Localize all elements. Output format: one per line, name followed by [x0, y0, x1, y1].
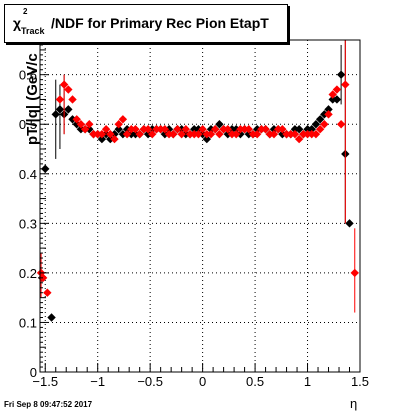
data-point — [148, 129, 157, 139]
footer-timestamp: Fri Sep 8 09:47:52 2017 — [4, 400, 93, 409]
data-point — [332, 85, 342, 94]
data-point — [114, 120, 123, 129]
data-point — [181, 124, 191, 134]
data-point — [114, 124, 123, 134]
data-point — [328, 90, 337, 99]
data-point — [294, 124, 304, 134]
data-point — [41, 164, 50, 174]
data-point — [231, 129, 241, 139]
data-point — [160, 124, 170, 134]
data-point — [106, 129, 115, 139]
data-point — [307, 124, 316, 134]
x-tick-label: −1 — [90, 374, 105, 389]
data-point — [118, 115, 128, 124]
data-point — [341, 80, 350, 89]
data-point — [51, 110, 60, 119]
data-point — [311, 129, 321, 139]
data-point — [64, 85, 73, 94]
data-point — [345, 219, 354, 228]
data-point — [336, 70, 346, 79]
data-point — [110, 134, 119, 144]
data-point — [350, 268, 359, 278]
data-point — [169, 129, 178, 139]
data-point — [64, 105, 73, 114]
data-point — [206, 129, 216, 139]
x-tick-label: 1 — [304, 374, 311, 389]
data-point — [269, 129, 279, 139]
grid-lines — [40, 40, 360, 372]
y-tick-label: 0.6 — [19, 68, 37, 83]
x-tick-label: 0.5 — [246, 374, 264, 389]
data-point — [311, 120, 321, 129]
data-point — [324, 110, 333, 119]
data-point — [131, 124, 140, 134]
data-point — [85, 120, 94, 129]
data-point — [59, 80, 69, 89]
y-tick-label: 0.3 — [19, 216, 37, 231]
data-point — [332, 95, 342, 104]
data-point — [80, 124, 90, 134]
data-point — [223, 124, 233, 134]
tick-labels: −1.5 −1 −0.5 0 0.5 1 1.5 0 0.1 0.2 0.3 0.4 0.5 0.6 — [19, 68, 369, 389]
data-point — [252, 129, 262, 139]
y-tick-label: 0.5 — [19, 117, 37, 132]
data-point — [324, 105, 333, 114]
y-tick-label: 0.2 — [19, 266, 37, 281]
data-point — [198, 124, 207, 134]
y-axis-label: pT/|q| (GeV/c — [24, 53, 41, 145]
data-point — [76, 120, 86, 129]
data-point — [55, 105, 65, 114]
x-tick-label: −0.5 — [137, 374, 163, 389]
x-tick-label: 1.5 — [351, 374, 369, 389]
data-point — [97, 134, 107, 144]
data-point — [177, 129, 186, 139]
data-point — [315, 115, 325, 124]
data-point — [315, 124, 325, 134]
y-tick-label: 0.4 — [19, 167, 37, 182]
x-tick-label: −1.5 — [32, 374, 58, 389]
title-subscript: Track — [21, 26, 45, 36]
data-point — [43, 288, 52, 297]
data-point — [202, 134, 212, 144]
data-point — [173, 124, 182, 134]
data-point — [215, 129, 224, 139]
data-point — [68, 95, 77, 104]
data-points — [36, 40, 359, 322]
data-point — [72, 115, 81, 124]
chart-title: χ 2 Track /NDF for Primary Rec Pion Etap… — [4, 4, 288, 43]
title-text: /NDF for Primary Rec Pion EtapT — [51, 15, 269, 31]
data-point — [244, 124, 253, 134]
data-point — [38, 273, 48, 283]
data-point — [215, 120, 224, 129]
y-tick-label: 0.1 — [19, 315, 37, 330]
data-point — [194, 129, 203, 139]
x-axis-label: η — [350, 396, 358, 411]
axis-ticks — [40, 39, 361, 373]
data-point — [278, 124, 287, 134]
data-point — [97, 129, 107, 139]
data-point — [211, 124, 220, 134]
data-point — [320, 120, 329, 129]
data-point — [290, 129, 300, 139]
title-chi-symbol: χ — [13, 15, 22, 31]
title-superscript: 2 — [23, 7, 28, 16]
data-point — [47, 313, 56, 322]
data-point — [135, 129, 144, 139]
data-point — [261, 124, 270, 134]
x-tick-label: 0 — [199, 374, 206, 389]
data-point — [55, 95, 65, 104]
y-tick-label: 0 — [30, 365, 37, 380]
data-point — [122, 129, 132, 139]
data-point — [336, 120, 346, 129]
data-point — [294, 134, 304, 144]
data-point — [143, 124, 153, 134]
data-point — [101, 124, 111, 134]
